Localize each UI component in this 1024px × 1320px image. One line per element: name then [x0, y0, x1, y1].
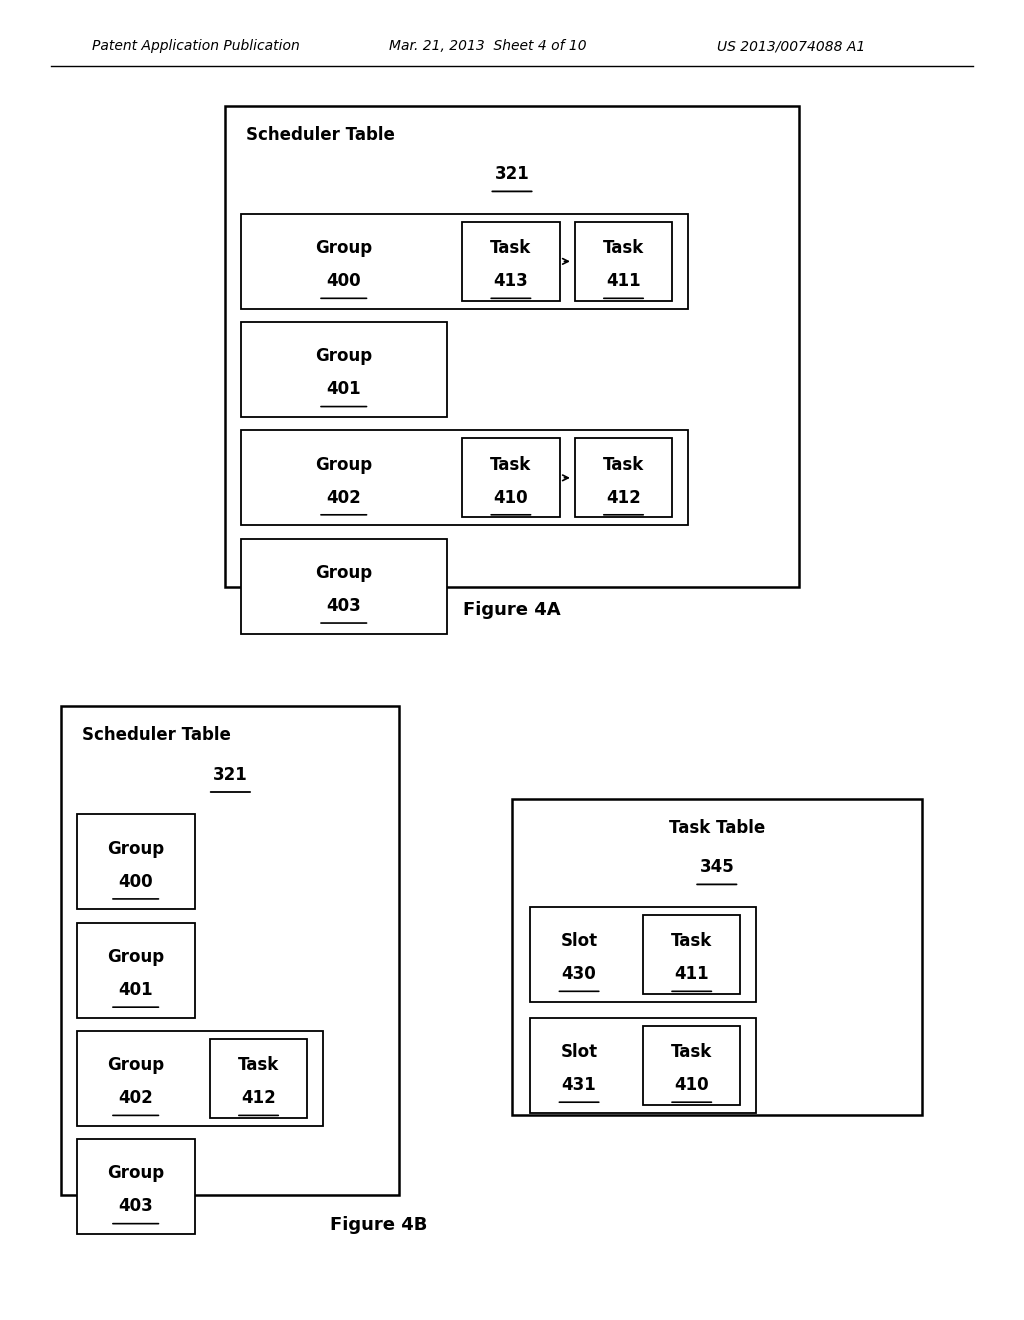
Text: 430: 430: [562, 965, 596, 983]
Text: Task: Task: [490, 239, 531, 257]
Text: US 2013/0074088 A1: US 2013/0074088 A1: [717, 40, 865, 53]
FancyBboxPatch shape: [574, 438, 672, 517]
Text: 411: 411: [675, 965, 709, 983]
Text: Task Table: Task Table: [669, 818, 765, 837]
Text: Task: Task: [238, 1056, 280, 1074]
Text: 321: 321: [495, 165, 529, 183]
FancyBboxPatch shape: [643, 1026, 740, 1105]
Text: 401: 401: [327, 380, 361, 399]
FancyBboxPatch shape: [210, 1039, 307, 1118]
FancyBboxPatch shape: [241, 322, 446, 417]
Text: Slot: Slot: [560, 932, 598, 950]
Text: Task: Task: [603, 239, 644, 257]
Text: 412: 412: [606, 488, 641, 507]
Text: 410: 410: [675, 1076, 709, 1094]
Text: 345: 345: [699, 858, 734, 876]
Text: Group: Group: [108, 948, 164, 966]
Text: Patent Application Publication: Patent Application Publication: [92, 40, 300, 53]
Text: Group: Group: [108, 1056, 164, 1074]
Text: Task: Task: [671, 1043, 713, 1061]
Text: Task: Task: [671, 932, 713, 950]
FancyBboxPatch shape: [574, 222, 672, 301]
FancyBboxPatch shape: [530, 907, 756, 1002]
FancyBboxPatch shape: [530, 1018, 756, 1113]
Text: Group: Group: [315, 455, 373, 474]
Text: Mar. 21, 2013  Sheet 4 of 10: Mar. 21, 2013 Sheet 4 of 10: [389, 40, 587, 53]
FancyBboxPatch shape: [241, 539, 446, 634]
Text: Group: Group: [315, 347, 373, 366]
Text: Group: Group: [315, 239, 373, 257]
Text: Task: Task: [490, 455, 531, 474]
FancyBboxPatch shape: [241, 214, 687, 309]
FancyBboxPatch shape: [462, 222, 559, 301]
FancyBboxPatch shape: [643, 915, 740, 994]
Text: 412: 412: [242, 1089, 275, 1107]
Text: 400: 400: [119, 873, 153, 891]
FancyBboxPatch shape: [77, 923, 195, 1018]
Text: Group: Group: [108, 1164, 164, 1183]
FancyBboxPatch shape: [225, 106, 799, 587]
Text: Scheduler Table: Scheduler Table: [82, 726, 230, 744]
Text: Scheduler Table: Scheduler Table: [246, 125, 394, 144]
Text: 403: 403: [119, 1197, 153, 1216]
Text: 402: 402: [119, 1089, 153, 1107]
Text: Task: Task: [603, 455, 644, 474]
Text: 413: 413: [494, 272, 528, 290]
Text: Figure 4B: Figure 4B: [330, 1216, 428, 1234]
Text: Group: Group: [108, 840, 164, 858]
FancyBboxPatch shape: [61, 706, 399, 1195]
Text: Group: Group: [315, 564, 373, 582]
Text: 411: 411: [606, 272, 641, 290]
FancyBboxPatch shape: [512, 799, 922, 1115]
Text: 400: 400: [327, 272, 361, 290]
Text: 401: 401: [119, 981, 153, 999]
Text: 321: 321: [213, 766, 248, 784]
Text: 402: 402: [327, 488, 361, 507]
FancyBboxPatch shape: [462, 438, 559, 517]
FancyBboxPatch shape: [77, 814, 195, 909]
FancyBboxPatch shape: [77, 1031, 323, 1126]
Text: Figure 4A: Figure 4A: [463, 601, 561, 619]
FancyBboxPatch shape: [77, 1139, 195, 1234]
Text: 431: 431: [562, 1076, 596, 1094]
FancyBboxPatch shape: [241, 430, 687, 525]
Text: Slot: Slot: [560, 1043, 598, 1061]
Text: 410: 410: [494, 488, 528, 507]
Text: 403: 403: [327, 597, 361, 615]
